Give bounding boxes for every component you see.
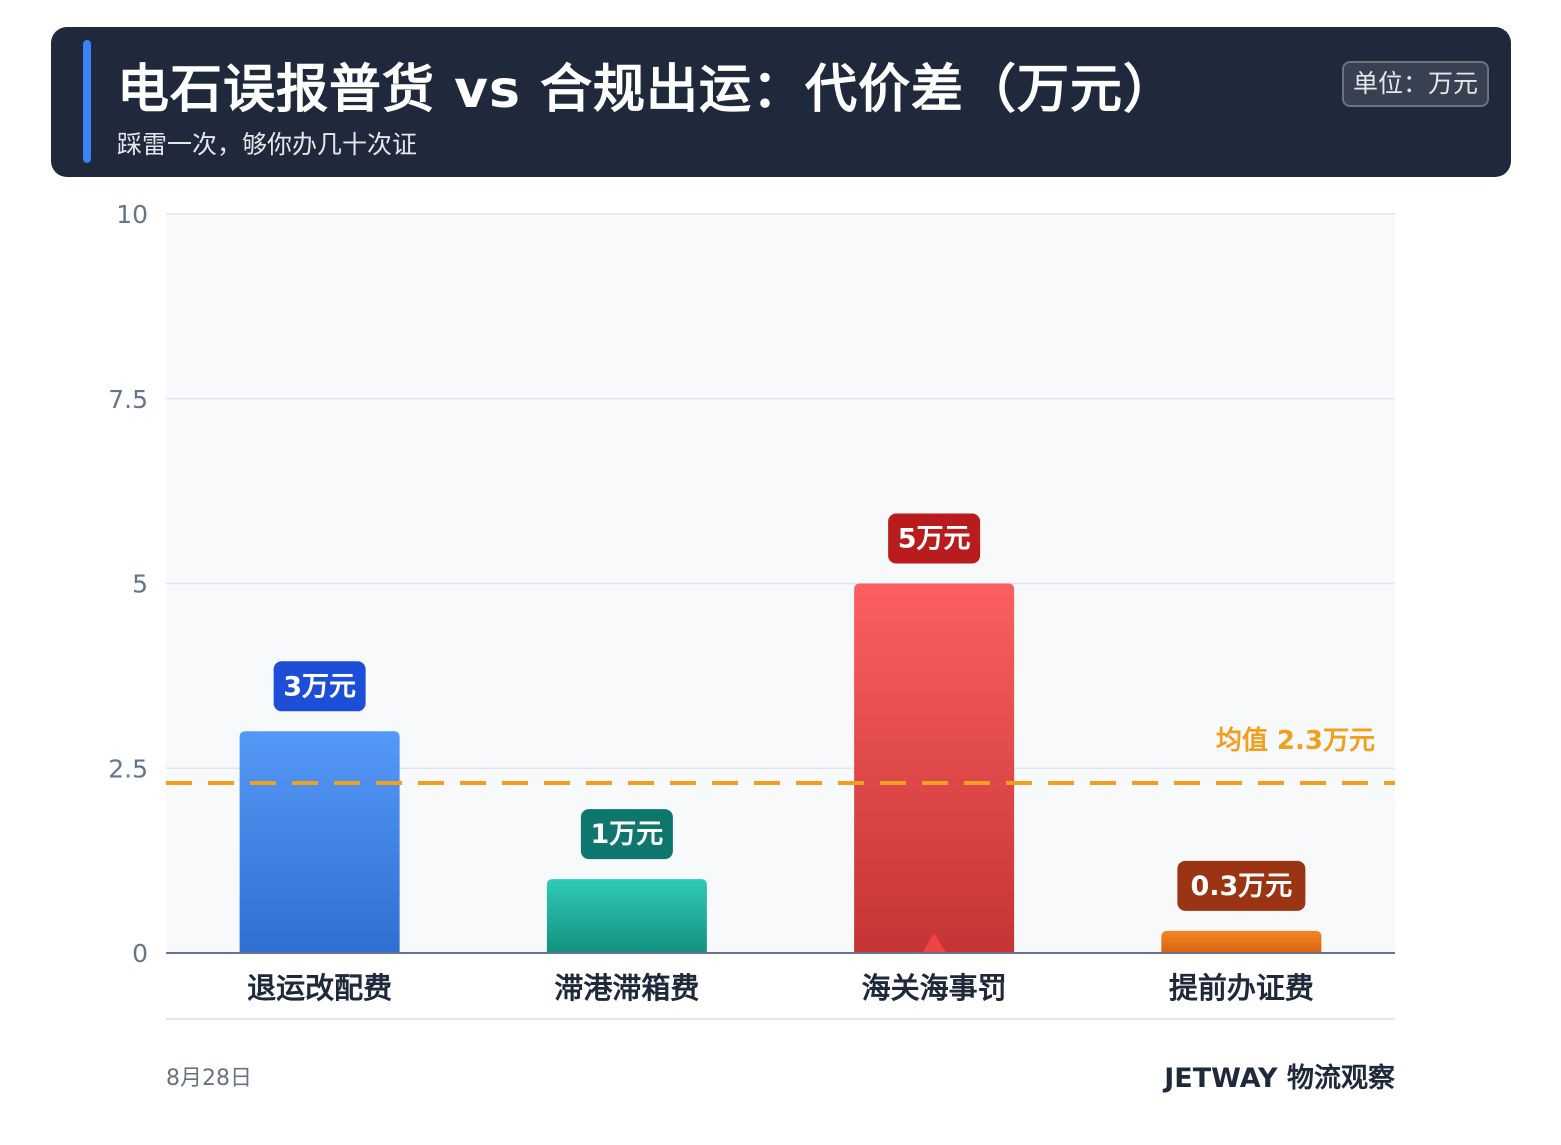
data-label: 5万元 [898, 524, 971, 555]
chart-header: 电石误报普货 vs 合规出运：代价差（万元） 踩雷一次，够你办几十次证 单位：万… [51, 27, 1511, 177]
y-tick-label: 2.5 [108, 754, 148, 783]
data-label: 3万元 [283, 671, 356, 702]
x-axis-tick-labels: 退运改配费 滞港滞箱费 海关海事罚 提前办证费 [247, 971, 1314, 1005]
mean-line-label: 均值 2.3万元 [1216, 726, 1375, 756]
data-label-pill [580, 809, 673, 860]
x-tick-label: 退运改配费 [247, 971, 392, 1005]
y-axis-tick-labels: 0 2.5 5 7.5 10 [108, 200, 148, 968]
data-label: 0.3万元 [1190, 871, 1292, 902]
x-tick-label: 海关海事罚 [862, 971, 1007, 1005]
header-accent-bar [83, 40, 91, 163]
bar [239, 731, 400, 953]
chart-title: 电石误报普货 vs 合规出运：代价差（万元） [117, 60, 1177, 120]
data-label-pill [1177, 860, 1306, 911]
bar [546, 879, 707, 953]
y-tick-label: 0 [132, 939, 148, 968]
x-tick-label: 提前办证费 [1169, 971, 1314, 1005]
data-label: 1万元 [590, 819, 663, 850]
footer-date: 8月28日 [166, 1066, 252, 1091]
y-tick-label: 5 [132, 570, 148, 599]
bars [239, 583, 1322, 953]
chart-subtitle: 踩雷一次，够你办几十次证 [117, 130, 418, 159]
footer-brand: JETWAY 物流观察 [1164, 1063, 1395, 1094]
grid-lines [166, 213, 1395, 769]
data-label-pill [273, 661, 366, 712]
mean-line-group: 均值 2.3万元 [166, 726, 1395, 786]
y-tick-label: 7.5 [108, 385, 148, 414]
bar [1161, 930, 1322, 953]
data-labels: 3万元 1万元 5万元 0.3万元 [273, 513, 1306, 911]
highlight-marker-triangle [922, 933, 947, 953]
x-tick-label: 滞港滞箱费 [554, 971, 699, 1005]
data-label-pill [888, 513, 981, 564]
unit-badge: 单位：万元 [1341, 61, 1489, 107]
y-tick-label: 10 [116, 200, 148, 229]
bar [854, 583, 1015, 953]
